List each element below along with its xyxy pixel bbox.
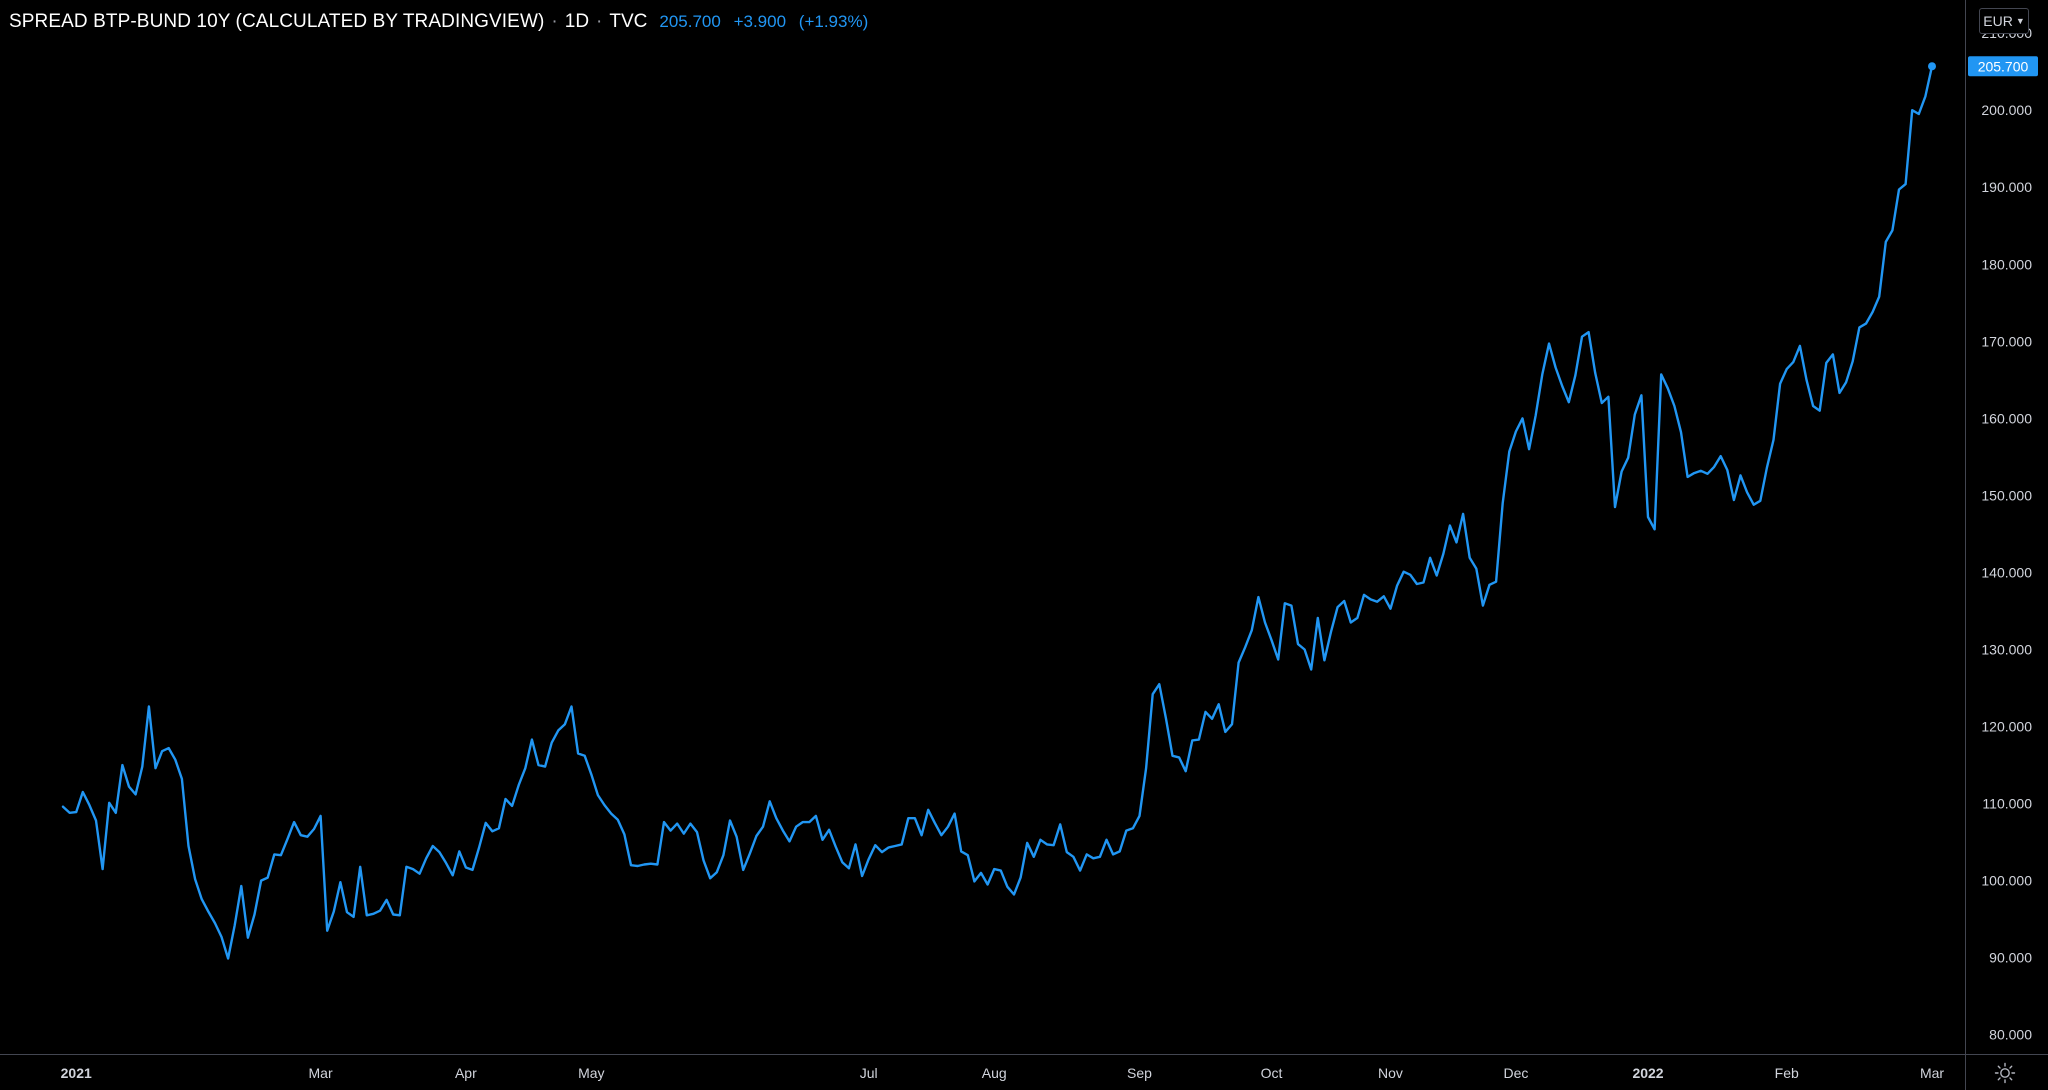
time-axis[interactable]: 2021 Mar Apr May Jul Aug Sep Oct Nov Dec 2022 Feb Ma…: [61, 1065, 2048, 1081]
series-line: [61, 65, 1934, 960]
price-tick-label: 190.000: [1981, 179, 2032, 195]
last-price-tag-text: 205.700: [1978, 58, 2029, 74]
time-tick-label: Mar: [309, 1065, 333, 1081]
interval-label[interactable]: 1D: [564, 11, 590, 32]
currency-label: EUR: [1983, 13, 2013, 29]
price-tick-label: 140.000: [1981, 564, 2032, 580]
time-tick-label: 2021: [61, 1065, 92, 1081]
price-change: +3.900: [733, 12, 787, 31]
gear-icon: [1994, 1062, 2016, 1084]
price-tick-label: 90.000: [1989, 950, 2032, 966]
symbol-header: SPREAD BTP-BUND 10Y (CALCULATED BY TRADI…: [9, 8, 876, 36]
price-tick-label: 130.000: [1981, 642, 2032, 658]
time-tick-label: Apr: [455, 1065, 477, 1081]
time-tick-label: Aug: [982, 1065, 1007, 1081]
time-tick-label: May: [578, 1065, 604, 1081]
quote-values: 205.700 +3.900 (+1.93%): [659, 12, 876, 32]
time-tick-label: Mar: [1920, 1065, 1944, 1081]
last-price-tag: 205.700: [1968, 56, 2038, 77]
chart-settings-button[interactable]: [1992, 1060, 2018, 1086]
price-tick-label: 110.000: [1982, 796, 2032, 812]
price-tick-label: 120.000: [1981, 719, 2032, 735]
time-tick-label: Sep: [1127, 1065, 1152, 1081]
price-tick-label: 200.000: [1981, 102, 2032, 118]
header-separator: ·: [596, 11, 603, 32]
last-price: 205.700: [659, 12, 721, 31]
price-change-percent: (+1.93%): [798, 12, 869, 31]
chevron-down-icon: ▼: [2015, 16, 2025, 26]
price-tick-label: 160.000: [1981, 410, 2032, 426]
price-tick-label: 100.000: [1981, 873, 2032, 889]
price-axis[interactable]: 80.000 90.000 100.000 110.000 120.000 130.000…: [1981, 25, 2032, 1043]
price-tick-label: 180.000: [1981, 256, 2032, 272]
time-tick-label: 2022: [1632, 1065, 1663, 1081]
symbol-title[interactable]: SPREAD BTP-BUND 10Y (CALCULATED BY TRADI…: [9, 11, 545, 32]
header-separator: ·: [551, 11, 558, 32]
time-tick-label: Oct: [1261, 1065, 1283, 1081]
price-tick-label: 170.000: [1981, 333, 2032, 349]
currency-button[interactable]: EUR ▼: [1979, 8, 2029, 34]
exchange-label: TVC: [609, 11, 648, 32]
time-tick-label: Nov: [1378, 1065, 1403, 1081]
time-tick-label: Dec: [1503, 1065, 1528, 1081]
price-tick-label: 150.000: [1981, 487, 2032, 503]
time-tick-label: Jul: [860, 1065, 878, 1081]
price-tick-label: 80.000: [1989, 1027, 2032, 1043]
time-tick-label: Feb: [1775, 1065, 1799, 1081]
last-point-marker: [1928, 62, 1936, 71]
